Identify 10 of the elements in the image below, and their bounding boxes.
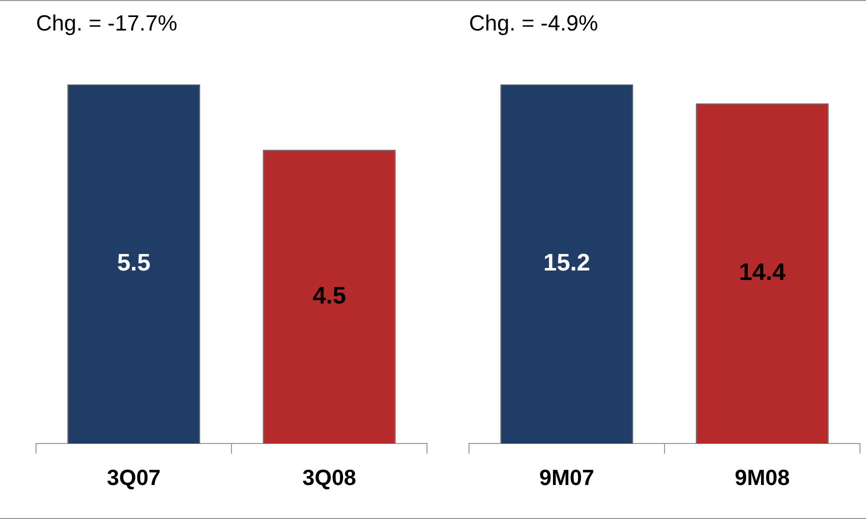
data-label: 5.5 <box>117 250 150 277</box>
chart-title: Chg. = -4.9% <box>469 10 598 36</box>
x-tick-label: 9M08 <box>734 464 790 490</box>
data-label: 15.2 <box>543 250 590 277</box>
chart-title: Chg. = -17.7% <box>36 10 178 36</box>
x-tick-label: 3Q07 <box>106 464 161 490</box>
data-label: 4.5 <box>312 282 346 310</box>
x-tick-label: 9M07 <box>539 464 594 490</box>
x-tick-label: 3Q08 <box>302 464 356 490</box>
data-label: 14.4 <box>738 259 786 286</box>
